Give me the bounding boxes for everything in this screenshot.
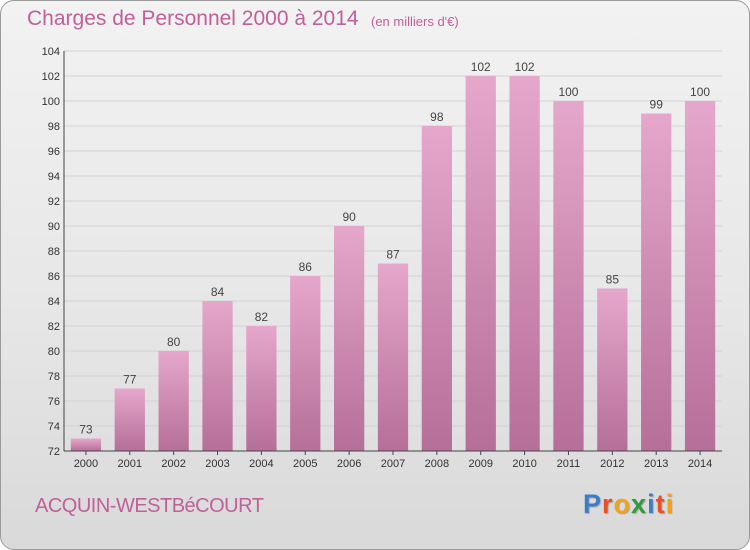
bar-2013 bbox=[641, 113, 672, 451]
value-label-2003: 84 bbox=[211, 285, 225, 299]
y-tick-label: 76 bbox=[48, 396, 60, 408]
commune-name: ACQUIN-WESTBéCOURT bbox=[35, 495, 264, 517]
y-tick-label: 74 bbox=[48, 421, 60, 433]
value-label-2012: 85 bbox=[606, 273, 620, 287]
y-tick-label: 78 bbox=[48, 371, 60, 383]
value-label-2005: 86 bbox=[299, 260, 313, 274]
x-tick-label-2013: 2013 bbox=[644, 458, 668, 470]
bar-2007 bbox=[377, 263, 409, 451]
bar-2005 bbox=[290, 276, 321, 451]
value-label-2009: 102 bbox=[471, 60, 491, 74]
x-tick-label-2010: 2010 bbox=[512, 458, 536, 470]
bar-2009 bbox=[465, 76, 496, 451]
x-tick-label-2014: 2014 bbox=[688, 458, 712, 470]
value-label-2001: 77 bbox=[123, 373, 137, 387]
bar-2003 bbox=[202, 301, 233, 451]
bar-2006 bbox=[333, 226, 365, 451]
value-label-2013: 99 bbox=[650, 98, 664, 112]
value-label-2002: 80 bbox=[167, 335, 181, 349]
y-tick-label: 92 bbox=[48, 196, 60, 208]
x-tick-label-2007: 2007 bbox=[381, 458, 405, 470]
value-label-2004: 82 bbox=[255, 310, 269, 324]
bar-2010 bbox=[509, 76, 540, 451]
chart-title: Charges de Personnel 2000 à 2014 bbox=[27, 7, 359, 30]
value-label-2011: 100 bbox=[558, 85, 578, 99]
bar-2011 bbox=[553, 101, 584, 451]
y-tick-label: 82 bbox=[48, 321, 60, 333]
y-tick-label: 104 bbox=[42, 46, 60, 58]
x-tick-label-2012: 2012 bbox=[600, 458, 624, 470]
value-label-2010: 102 bbox=[515, 60, 535, 74]
x-tick-label-2006: 2006 bbox=[337, 458, 361, 470]
logo-letter: i bbox=[665, 489, 675, 519]
y-tick-label: 80 bbox=[48, 346, 60, 358]
bar-2008 bbox=[421, 126, 453, 451]
bar-2012 bbox=[597, 288, 628, 451]
x-tick-label-2008: 2008 bbox=[425, 458, 449, 470]
chart-subtitle: (en milliers d'€) bbox=[371, 14, 459, 29]
bar-2001 bbox=[114, 388, 145, 451]
logo-letter: r bbox=[602, 489, 614, 519]
y-tick-label: 86 bbox=[48, 271, 60, 283]
x-tick-label-2003: 2003 bbox=[205, 458, 229, 470]
logo-letter: o bbox=[613, 489, 632, 519]
bar-2004 bbox=[246, 326, 277, 451]
y-tick-label: 88 bbox=[48, 246, 60, 258]
proxiti-logo: Proxiti bbox=[583, 489, 674, 520]
y-tick-label: 90 bbox=[48, 221, 60, 233]
value-label-2014: 100 bbox=[690, 85, 710, 99]
value-label-2007: 87 bbox=[386, 248, 400, 262]
x-tick-label-2011: 2011 bbox=[557, 458, 581, 470]
logo-letter: x bbox=[631, 489, 648, 519]
x-tick-label-2009: 2009 bbox=[468, 458, 492, 470]
logo-letter: i bbox=[647, 489, 656, 519]
x-tick-label-2005: 2005 bbox=[293, 458, 317, 470]
bar-2014 bbox=[684, 101, 716, 451]
bar-2000 bbox=[70, 438, 102, 451]
y-tick-label: 98 bbox=[48, 121, 60, 133]
y-tick-label: 102 bbox=[42, 71, 60, 83]
y-tick-label: 84 bbox=[48, 296, 60, 308]
x-tick-label-2001: 2001 bbox=[118, 458, 142, 470]
x-tick-label-2002: 2002 bbox=[161, 458, 185, 470]
logo-letter: P bbox=[583, 489, 603, 519]
value-label-2006: 90 bbox=[342, 210, 356, 224]
y-tick-label: 96 bbox=[48, 146, 60, 158]
y-tick-label: 94 bbox=[48, 171, 60, 183]
value-label-2000: 73 bbox=[79, 423, 93, 437]
x-tick-label-2000: 2000 bbox=[74, 458, 98, 470]
y-tick-label: 72 bbox=[48, 446, 60, 458]
x-tick-label-2004: 2004 bbox=[249, 458, 273, 470]
bar-2002 bbox=[158, 351, 189, 451]
y-tick-label: 100 bbox=[42, 96, 60, 108]
value-label-2008: 98 bbox=[430, 110, 444, 124]
logo-letter: t bbox=[655, 489, 666, 519]
